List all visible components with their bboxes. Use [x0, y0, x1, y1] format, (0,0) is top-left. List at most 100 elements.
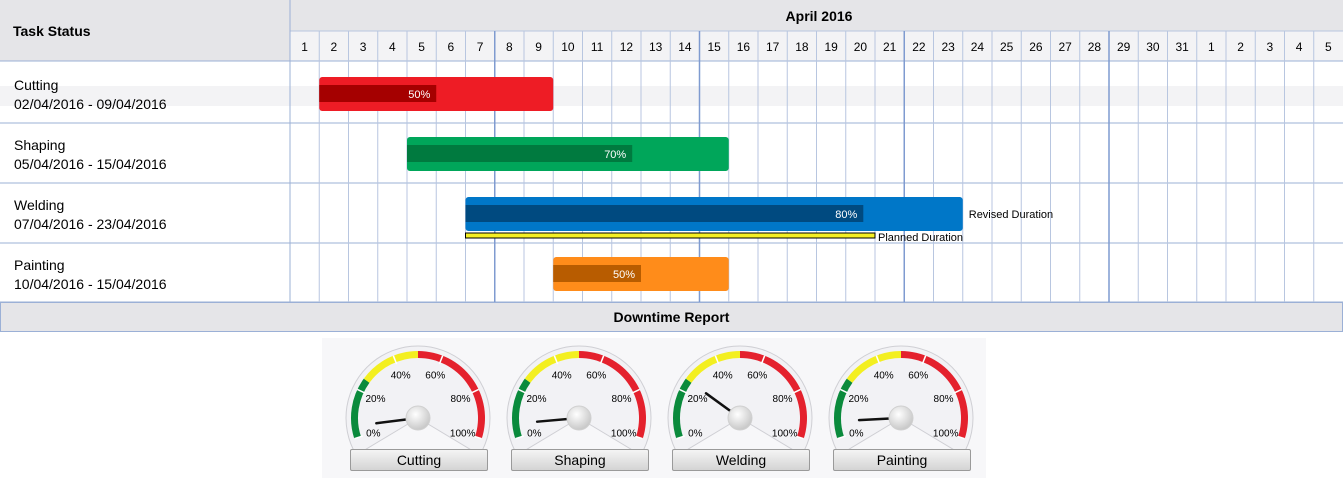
gauge-tick-label: 80%	[934, 394, 954, 405]
gauge-tick	[837, 435, 847, 440]
gauge-tick-label: 60%	[586, 370, 606, 381]
task-name: Painting	[14, 257, 65, 273]
gauge-tick-label: 80%	[451, 394, 471, 405]
gauge-band	[673, 378, 692, 439]
task-name: Shaping	[14, 137, 65, 153]
day-label: 11	[591, 40, 604, 54]
gauge-tick-label: 100%	[611, 429, 637, 440]
day-label: 28	[1088, 40, 1102, 54]
day-label: 7	[477, 40, 484, 54]
task-dates: 10/04/2016 - 15/04/2016	[14, 276, 167, 292]
gauge-hub	[888, 405, 914, 431]
day-label: 21	[883, 40, 897, 54]
gauge-tick-label: 100%	[772, 429, 798, 440]
progress-label: 50%	[408, 89, 430, 101]
task-name: Cutting	[14, 77, 58, 93]
progress-bar	[407, 145, 633, 162]
gauge-tick	[472, 435, 482, 440]
gauge-hub	[566, 405, 592, 431]
gauge-tick	[760, 355, 766, 365]
day-label: 12	[620, 40, 634, 54]
gauge-band	[418, 351, 485, 439]
gauge-tick	[840, 388, 849, 394]
task-labels: Cutting 02/04/2016 - 09/04/2016 Shaping 05/…	[14, 77, 167, 292]
downtime-report-title: Downtime Report	[613, 309, 730, 325]
day-label: 20	[854, 40, 868, 54]
gauge-band	[524, 351, 579, 383]
gauge-band	[685, 351, 740, 383]
day-label: 27	[1058, 40, 1072, 54]
gauge-tick	[515, 435, 525, 440]
day-label: 8	[506, 40, 513, 54]
day-label: 4	[389, 40, 396, 54]
gauge-band	[351, 378, 370, 439]
gauge-band	[846, 351, 902, 383]
day-label: 5	[418, 40, 425, 54]
day-label: 10	[561, 40, 575, 54]
day-label: 26	[1029, 40, 1043, 54]
gauge-tick	[357, 388, 366, 394]
gauge-tick-label: 40%	[552, 370, 572, 381]
gauge-tick-label: 20%	[687, 394, 707, 405]
gauge-tick	[676, 435, 686, 440]
gauge-band	[901, 351, 968, 439]
gauge-tick	[553, 355, 559, 365]
day-label: 14	[678, 40, 692, 54]
gauge-tick	[599, 355, 605, 365]
gauge-tick-label: 0%	[688, 429, 703, 440]
day-label: 16	[737, 40, 751, 54]
gauge-tick	[794, 435, 804, 440]
planned-duration-bar	[465, 232, 876, 239]
task-dates: 07/04/2016 - 23/04/2016	[14, 216, 167, 232]
month-title: April 2016	[786, 8, 853, 24]
task-status-header: Task Status	[13, 23, 91, 39]
day-label: 25	[1000, 40, 1014, 54]
gauge-tick-label: 100%	[933, 429, 959, 440]
day-label: 1	[1208, 40, 1215, 54]
gauge-tick-label: 0%	[527, 429, 542, 440]
day-label: 5	[1325, 40, 1332, 54]
day-label: 9	[535, 40, 542, 54]
day-label: 3	[1267, 40, 1274, 54]
gauge-tick	[633, 435, 643, 440]
downtime-report-header: Downtime Report	[0, 302, 1343, 332]
gauge-band	[740, 351, 807, 439]
gauge-panel: 0% 20% 40% 60% 80% 100% 0% 20% 40% 60% 80% 100% 0% 20…	[322, 338, 986, 478]
gauge-tick	[354, 435, 364, 440]
day-label: 19	[824, 40, 838, 54]
gauge-tick	[955, 435, 965, 440]
task-bars: 50% 70% 80% Revised Duration Planned Duratio…	[319, 77, 1053, 291]
gauge-tick-label: 20%	[365, 394, 385, 405]
revised-duration-label: Revised Duration	[969, 209, 1053, 221]
row-stripe	[0, 86, 290, 106]
day-label: 2	[331, 40, 338, 54]
gauge-tick-label: 20%	[848, 394, 868, 405]
day-label: 31	[1175, 40, 1189, 54]
gauge-tick-label: 80%	[612, 394, 632, 405]
gauge-tick-label: 60%	[908, 370, 928, 381]
day-label: 17	[766, 40, 780, 54]
planned-duration-label: Planned Duration	[878, 232, 963, 244]
gauge-tick	[714, 355, 720, 365]
day-label: 22	[912, 40, 926, 54]
gauge-label-shaping: Shaping	[511, 449, 649, 471]
gauge-tick	[392, 355, 398, 365]
day-label: 23	[941, 40, 955, 54]
day-label: 6	[448, 40, 455, 54]
day-label: 13	[649, 40, 663, 54]
gauge-band	[834, 378, 853, 439]
gauge-tick-label: 0%	[366, 429, 381, 440]
gauge-tick	[631, 388, 640, 394]
gauge-hub	[405, 405, 431, 431]
gauge-shaping: 0% 20% 40% 60% 80% 100%	[506, 345, 652, 456]
task-name: Welding	[14, 197, 64, 213]
gauge-tick-label: 60%	[747, 370, 767, 381]
gauge-tick	[438, 355, 444, 365]
gauge-cutting: 0% 20% 40% 60% 80% 100%	[345, 345, 491, 456]
day-label: 1	[301, 40, 308, 54]
gauge-tick-label: 80%	[773, 394, 793, 405]
progress-bar	[465, 205, 864, 222]
day-label: 30	[1146, 40, 1160, 54]
gantt-chart: Task Status April 2016 1 2 3 4 5 6 7 8 9 10 11 12 13…	[0, 0, 1343, 302]
gauge-label-welding: Welding	[672, 449, 810, 471]
